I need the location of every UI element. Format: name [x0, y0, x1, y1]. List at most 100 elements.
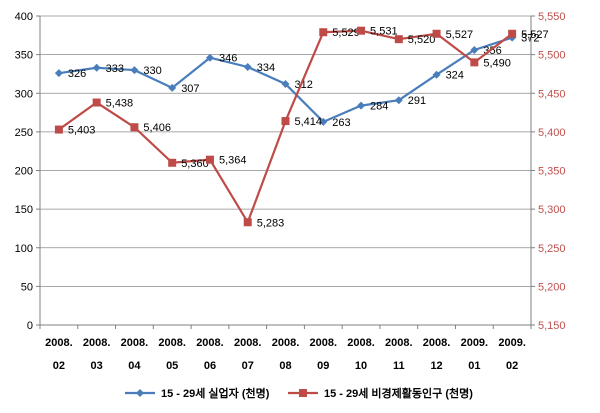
left-axis-tick-label: 400 — [15, 11, 33, 23]
series-1-data-label: 263 — [332, 117, 350, 129]
series-1-data-label: 324 — [446, 70, 464, 82]
x-tick-label-month: 02 — [53, 360, 65, 372]
x-tick-label-month: 04 — [128, 360, 141, 372]
series-2-point — [508, 29, 517, 38]
right-axis-tick-label: 5,300 — [538, 204, 566, 216]
series-2-data-label: 5,414 — [295, 116, 323, 128]
left-axis-tick-label: 100 — [15, 243, 33, 255]
series-1-point — [130, 66, 139, 75]
x-tick-label-year: 2008. — [45, 337, 73, 349]
left-axis-tick-label: 250 — [15, 127, 33, 139]
x-tick-label-month: 06 — [204, 360, 216, 372]
left-axis-tick-label: 0 — [27, 320, 33, 332]
legend-label-series-1: 15 - 29세 실업자 (천명) — [161, 386, 270, 400]
series-2-point — [92, 98, 101, 107]
series-2-point — [357, 26, 366, 35]
x-tick-label-year: 2008. — [347, 337, 375, 349]
series-1-point — [394, 96, 403, 105]
series-2-data-label: 5,406 — [143, 122, 171, 134]
series-1-data-label: 346 — [219, 53, 237, 65]
series-1-data-label: 284 — [370, 101, 388, 113]
series-2-point — [130, 123, 139, 132]
x-tick-label-year: 2008. — [158, 337, 186, 349]
x-tick-label-month: 12 — [430, 360, 442, 372]
right-axis-tick-label: 5,500 — [538, 50, 566, 62]
series-1-point — [243, 62, 252, 71]
right-axis-tick-label: 5,400 — [538, 127, 566, 139]
right-axis-tick-label: 5,550 — [538, 11, 566, 23]
series-2-data-label: 5,527 — [446, 29, 474, 41]
series-1-data-label: 307 — [181, 83, 199, 95]
series-1-point — [168, 83, 177, 92]
series-1-data-label: 291 — [408, 95, 426, 107]
series-1-data-label: 330 — [143, 65, 161, 77]
right-axis-tick-label: 5,200 — [538, 281, 566, 293]
left-axis-tick-label: 200 — [15, 166, 33, 178]
right-axis-tick-label: 5,150 — [538, 320, 566, 332]
right-axis-tick-label: 5,250 — [538, 243, 566, 255]
left-axis-tick-label: 350 — [15, 50, 33, 62]
x-tick-label-year: 2009. — [461, 337, 489, 349]
x-tick-label-year: 2008. — [385, 337, 413, 349]
x-tick-label-month: 03 — [91, 360, 103, 372]
series-2-data-label: 5,520 — [408, 34, 436, 46]
x-tick-label-month: 11 — [393, 360, 405, 372]
series-1-point — [357, 101, 366, 110]
x-tick-label-month: 09 — [317, 360, 329, 372]
series-2-data-label: 5,529 — [332, 27, 360, 39]
x-tick-label-month: 02 — [506, 360, 518, 372]
left-axis-tick-label: 300 — [15, 88, 33, 100]
x-tick-label-year: 2008. — [196, 337, 224, 349]
series-2-data-label: 5,364 — [219, 155, 247, 167]
x-tick-label-month: 10 — [355, 360, 367, 372]
series-2-data-label: 5,360 — [181, 158, 209, 170]
x-tick-label-month: 01 — [468, 360, 480, 372]
series-1-data-label: 372 — [521, 33, 539, 45]
series-1-data-label: 334 — [257, 62, 275, 74]
series-1-data-label: 333 — [106, 63, 124, 75]
series-2-data-label: 5,531 — [370, 26, 398, 38]
series-2-data-label: 5,527 — [521, 29, 549, 41]
series-1-point — [205, 53, 214, 62]
legend-marker-series-2 — [299, 389, 307, 397]
series-2-data-label: 5,490 — [483, 57, 511, 69]
series-1-point — [319, 117, 328, 126]
left-axis-tick-label: 150 — [15, 204, 33, 216]
series-2-point — [205, 155, 214, 164]
series-1-point — [432, 70, 441, 79]
series-2-point — [168, 158, 177, 167]
legend-marker-series-1 — [136, 389, 144, 397]
series-1-point — [281, 79, 290, 88]
right-axis-tick-label: 5,450 — [538, 88, 566, 100]
series-2-data-label: 5,403 — [68, 125, 96, 137]
series-2-data-label: 5,438 — [106, 98, 134, 110]
legend-label-series-2: 15 - 29세 비경제활동인구 (천명) — [324, 386, 473, 400]
series-1-data-label: 356 — [483, 45, 501, 57]
x-tick-label-year: 2008. — [272, 337, 300, 349]
series-2-point — [394, 35, 403, 44]
series-2-point — [54, 125, 63, 134]
right-axis-tick-label: 5,350 — [538, 166, 566, 178]
series-2-point — [243, 218, 252, 227]
series-1-point — [92, 63, 101, 72]
series-2-point — [432, 29, 441, 38]
series-2-point — [470, 58, 479, 67]
left-axis-tick-label: 50 — [21, 281, 33, 293]
x-tick-label-year: 2009. — [498, 337, 526, 349]
x-tick-label-month: 05 — [166, 360, 178, 372]
series-line-2 — [58, 29, 513, 225]
x-tick-label-year: 2008. — [310, 337, 338, 349]
series-2-point — [319, 28, 328, 37]
x-tick-label-year: 2008. — [83, 337, 111, 349]
x-tick-label-year: 2008. — [423, 337, 451, 349]
x-tick-label-month: 07 — [242, 360, 254, 372]
series-1-point — [470, 45, 479, 54]
series-1-data-label: 326 — [68, 68, 86, 80]
x-tick-label-year: 2008. — [234, 337, 262, 349]
series-2-point — [281, 117, 290, 126]
x-tick-label-year: 2008. — [121, 337, 149, 349]
x-tick-label-month: 08 — [279, 360, 291, 372]
series-2-data-label: 5,283 — [257, 217, 285, 229]
